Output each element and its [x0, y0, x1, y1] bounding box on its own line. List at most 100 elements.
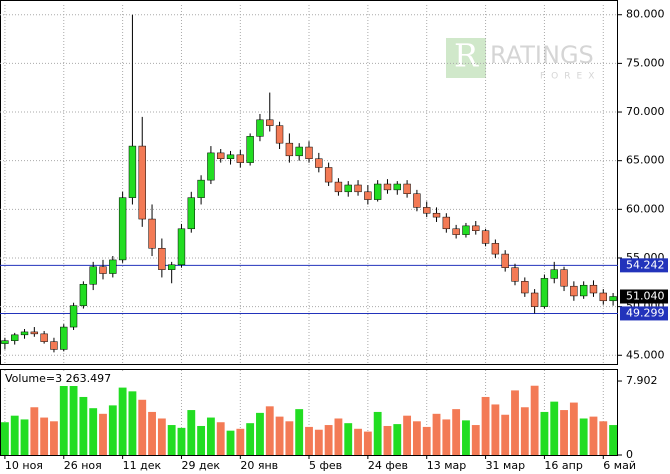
candle-body [413, 193, 421, 208]
candle-body [128, 145, 137, 198]
candle-body [609, 296, 617, 302]
volume-bar [177, 427, 186, 455]
candle-body [491, 243, 500, 255]
volume-bar [128, 391, 137, 455]
candle-body [11, 334, 19, 341]
volume-bar [118, 387, 127, 455]
volume-bar [30, 407, 39, 455]
volume-bar [344, 423, 353, 455]
volume-bar [206, 417, 215, 455]
candle-body [393, 183, 401, 191]
x-tick-label: 16 апр [544, 459, 582, 472]
candle-body [148, 218, 156, 249]
candle-body [177, 228, 186, 266]
x-tick-label: 24 фев [368, 459, 408, 472]
candle-body [89, 266, 97, 285]
volume-bar [334, 418, 343, 455]
candle-body [1, 340, 9, 344]
candle-body [452, 228, 460, 235]
level-tag [620, 258, 668, 273]
candle-body [138, 145, 146, 220]
volume-bar [540, 411, 549, 455]
volume-bar [520, 407, 529, 455]
candle-body [285, 142, 294, 157]
watermark-text: RATINGS [490, 41, 594, 69]
candle-body [207, 152, 215, 181]
volume-bar [393, 424, 402, 455]
logo [446, 38, 486, 78]
x-tick-label: 6 май [603, 459, 636, 472]
volume-bar [314, 429, 323, 455]
volume-bar [363, 431, 372, 455]
volume-bar [69, 377, 78, 455]
x-tick-label: 10 ноя [5, 459, 43, 472]
volume-bar [167, 425, 176, 455]
candle-body [109, 259, 117, 274]
candle-body [521, 281, 529, 294]
volume-bar [79, 396, 88, 455]
candle-body [364, 191, 372, 200]
candle-body [118, 197, 127, 261]
volume-bar [373, 411, 382, 455]
candle-body [550, 269, 558, 279]
volume-bar [412, 421, 421, 455]
level-label: 54.242 [626, 258, 665, 271]
volume-bar [295, 409, 304, 455]
volume-bar [236, 428, 245, 455]
volume-label-bg [2, 372, 134, 386]
volume-bar [10, 415, 19, 455]
volume-bar [59, 381, 68, 455]
y-tick-label: 60.000 [626, 202, 665, 215]
y-tick-label: 70.000 [626, 105, 665, 118]
y-tick-label: 80.000 [626, 8, 665, 21]
price-frame [0, 0, 618, 365]
x-tick-label: 5 фев [309, 459, 342, 472]
candle-body [20, 331, 29, 336]
candle-body [256, 119, 264, 137]
candle-body [167, 264, 176, 270]
volume-bar [491, 404, 500, 455]
volume-bar [432, 413, 441, 455]
candle-body [40, 333, 48, 342]
candle-body [236, 154, 245, 163]
volume-bar [609, 425, 618, 455]
candle-body [158, 247, 166, 270]
candle-body [442, 216, 451, 230]
volume-bar [197, 425, 206, 455]
volume-bar [599, 421, 608, 455]
candle-body [423, 207, 431, 214]
volume-bar [275, 416, 284, 455]
candle-body [373, 183, 382, 200]
volume-bar [226, 430, 235, 455]
candle-body [462, 225, 470, 235]
candle-body [511, 267, 519, 282]
candle-body [383, 183, 392, 191]
volume-tick-label: 0 [626, 448, 633, 461]
candle-body [579, 284, 588, 297]
volume-bar [216, 422, 225, 455]
volume-bar [148, 411, 156, 455]
volume-bar [108, 405, 117, 455]
volume-bar [246, 423, 255, 455]
x-tick-label: 29 дек [181, 459, 220, 472]
candle-body [30, 331, 39, 335]
y-tick-label: 45.000 [626, 348, 665, 361]
candle-body [403, 183, 411, 195]
last-price-tag [620, 289, 668, 304]
candle-body [246, 136, 254, 163]
x-tick-label: 13 мар [427, 459, 467, 472]
candle-body [530, 292, 539, 307]
last-price-label: 51.040 [626, 290, 665, 303]
candle-body [60, 326, 68, 350]
volume-bar [471, 425, 480, 455]
watermark: R RATINGS FOREX [446, 37, 594, 82]
volume-bar [20, 419, 29, 455]
x-tick-label: 20 янв [240, 459, 278, 472]
volume-bar [579, 418, 588, 455]
candle-body [599, 292, 607, 302]
volume-bar [442, 419, 451, 455]
volume-tick-label: 7.902 [626, 374, 658, 387]
volume-bar [324, 425, 333, 455]
volume-bar [560, 410, 568, 455]
volume-bar [157, 418, 166, 455]
